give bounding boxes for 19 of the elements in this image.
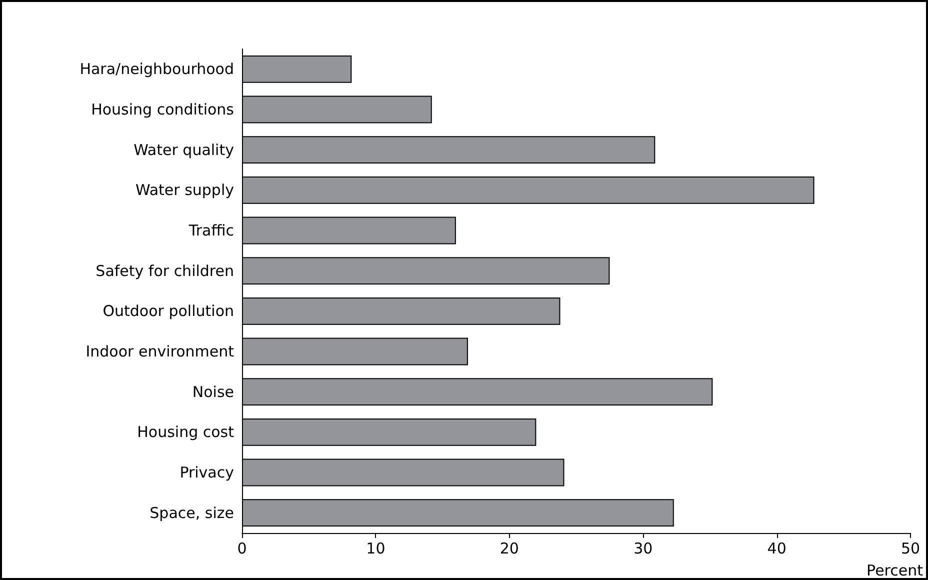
y-tick-label: Water supply [135, 181, 234, 200]
x-tick-label: 10 [366, 540, 386, 558]
y-tick-label: Traffic [188, 222, 234, 240]
x-tick-label: 30 [634, 540, 653, 558]
x-axis-title: Percent [866, 562, 924, 580]
y-tick-label: Housing cost [137, 423, 234, 442]
x-tick-label: 50 [901, 540, 920, 558]
y-tick-label: Indoor environment [86, 342, 234, 360]
y-tick-label: Outdoor pollution [102, 302, 234, 320]
y-tick-label: Water quality [134, 140, 234, 159]
y-tick-label: Safety for children [96, 262, 234, 280]
x-tick-label: 20 [500, 540, 519, 558]
y-tick-label: Housing conditions [91, 100, 234, 118]
y-tick-label: Privacy [180, 464, 234, 482]
y-tick-label: Noise [192, 382, 234, 401]
y-tick-label: Space, size [150, 504, 234, 522]
y-tick-label: Hara/neighbourhood [80, 60, 234, 78]
x-tick-label: 40 [767, 540, 786, 558]
x-tick-label: 0 [237, 540, 247, 558]
